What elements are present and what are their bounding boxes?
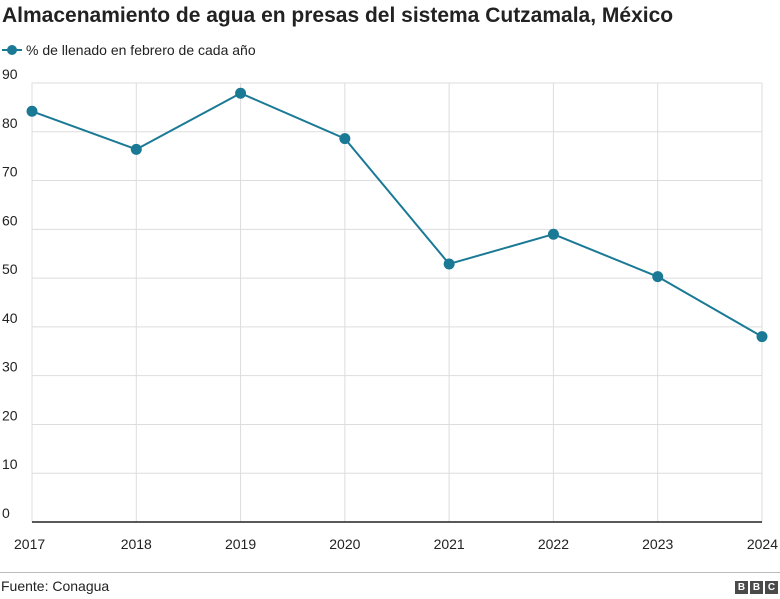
logo-letter: B	[735, 581, 748, 594]
legend: % de llenado en febrero de cada año	[2, 42, 256, 58]
chart-title: Almacenamiento de agua en presas del sis…	[2, 4, 674, 27]
x-tick-label: 2023	[642, 536, 673, 552]
legend-label: % de llenado en febrero de cada año	[26, 42, 256, 58]
series-line	[31, 92, 763, 338]
data-point	[652, 271, 664, 283]
y-tick-label: 50	[2, 261, 18, 277]
y-tick-label: 90	[2, 66, 18, 82]
legend-marker-icon	[2, 45, 22, 55]
data-point	[756, 331, 768, 343]
data-point	[130, 143, 142, 155]
bbc-logo: B B C	[735, 581, 778, 594]
x-tick-label: 2019	[225, 536, 256, 552]
source-note: Fuente: Conagua	[1, 578, 110, 594]
data-point	[339, 133, 351, 145]
x-tick-label: 2021	[434, 536, 465, 552]
footer-divider	[0, 572, 780, 573]
y-tick-label: 10	[2, 456, 18, 472]
logo-letter: B	[750, 581, 763, 594]
y-tick-label: 80	[2, 115, 18, 131]
y-tick-label: 40	[2, 310, 18, 326]
x-tick-label: 2020	[329, 536, 360, 552]
line-chart: 0 10 20 30 40 50 60 70 80 90 2017 2018 2019 2020 2021 2…	[2, 66, 778, 552]
x-tick-label: 2022	[538, 536, 569, 552]
data-point	[443, 258, 455, 270]
x-tick-label: 2018	[121, 536, 152, 552]
data-point	[26, 105, 38, 117]
x-tick-label: 2024	[747, 536, 778, 552]
x-tick-label: 2017	[14, 536, 45, 552]
y-tick-label: 0	[2, 505, 10, 521]
logo-letter: C	[765, 581, 778, 594]
data-point	[235, 87, 247, 99]
y-tick-label: 70	[2, 164, 18, 180]
y-tick-label: 60	[2, 212, 18, 228]
data-point	[547, 228, 559, 240]
y-tick-label: 30	[2, 359, 18, 375]
y-tick-label: 20	[2, 407, 18, 423]
